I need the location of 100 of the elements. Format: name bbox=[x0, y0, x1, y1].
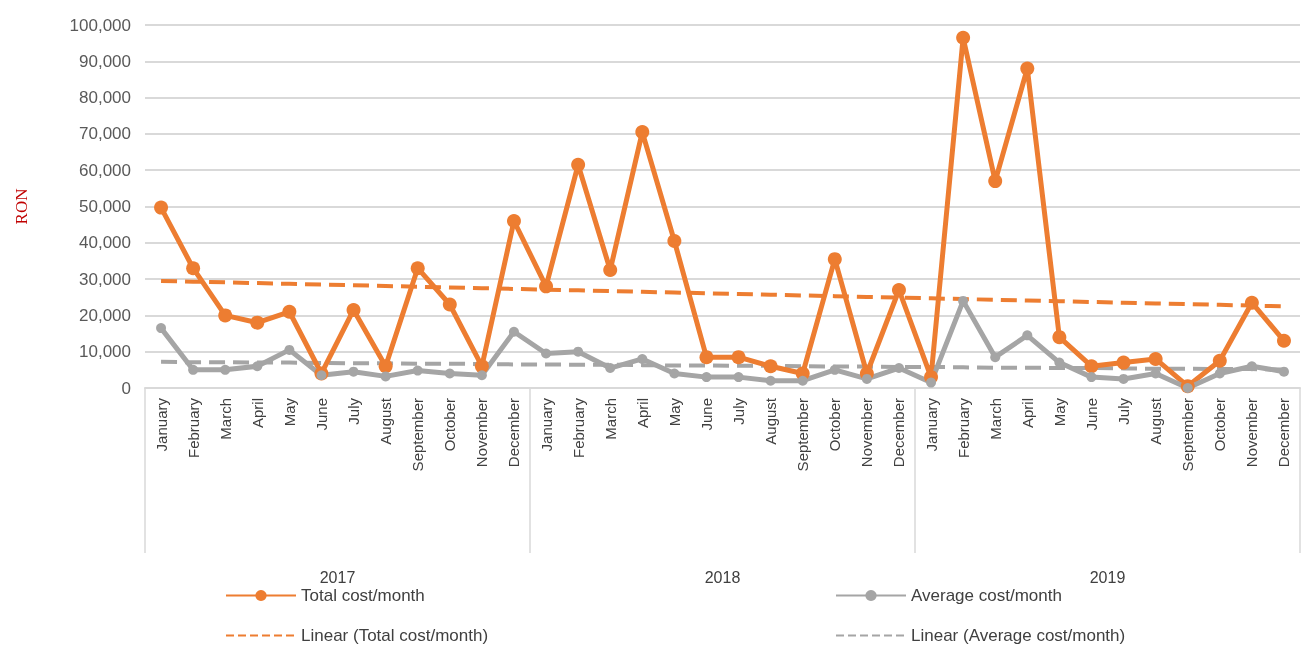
point bbox=[282, 304, 297, 319]
point bbox=[541, 348, 552, 359]
y-axis-title: RON bbox=[12, 188, 31, 225]
point bbox=[1212, 353, 1227, 368]
x-tick-label: April bbox=[248, 398, 266, 429]
text: 2019 bbox=[1089, 568, 1126, 586]
y-tick-label: 0 bbox=[121, 378, 131, 398]
point bbox=[442, 297, 457, 312]
x-tick-label: November bbox=[1243, 398, 1261, 468]
x-tick-label: July bbox=[1115, 397, 1133, 425]
x-tick-label: August bbox=[762, 397, 780, 445]
point bbox=[410, 261, 425, 276]
text: 2018 bbox=[704, 568, 741, 586]
point bbox=[763, 359, 778, 374]
point bbox=[956, 30, 971, 45]
x-tick-label: May bbox=[665, 397, 683, 427]
x-tick-label: March bbox=[986, 398, 1004, 440]
point bbox=[733, 372, 744, 383]
point bbox=[1278, 366, 1289, 377]
point bbox=[188, 364, 199, 375]
point bbox=[220, 364, 231, 375]
x-tick-label: October bbox=[1211, 398, 1229, 452]
x-tick-label: August bbox=[1147, 397, 1165, 445]
point bbox=[444, 368, 455, 379]
y-tick-label: 80,000 bbox=[79, 88, 131, 108]
point bbox=[284, 344, 295, 355]
point bbox=[637, 353, 648, 364]
x-tick-label: January bbox=[152, 397, 170, 452]
point bbox=[571, 157, 586, 172]
point bbox=[1276, 333, 1291, 348]
x-tick-label: February bbox=[569, 397, 587, 459]
x-tick-label: June bbox=[312, 398, 330, 431]
x-tick-label: March bbox=[216, 398, 234, 440]
point bbox=[156, 323, 167, 334]
y-tick-label: 70,000 bbox=[79, 124, 131, 144]
x-tick-label: September bbox=[409, 398, 427, 472]
legend-label: Linear (Total cost/month) bbox=[301, 626, 489, 645]
point bbox=[603, 263, 618, 278]
legend-label: Average cost/month bbox=[911, 586, 1062, 605]
legend-label: Linear (Average cost/month) bbox=[911, 626, 1126, 645]
point bbox=[539, 279, 554, 294]
point bbox=[1052, 330, 1067, 345]
point bbox=[508, 326, 519, 337]
point bbox=[797, 375, 808, 386]
point bbox=[731, 350, 746, 365]
point bbox=[827, 252, 842, 267]
point bbox=[476, 370, 487, 381]
point bbox=[1084, 359, 1099, 374]
point bbox=[667, 233, 682, 248]
y-tick-label: 10,000 bbox=[79, 342, 131, 362]
point bbox=[861, 373, 872, 384]
point bbox=[378, 359, 393, 374]
point bbox=[346, 302, 361, 317]
x-tick-label: May bbox=[280, 397, 298, 427]
point bbox=[1214, 368, 1225, 379]
x-tick-label: January bbox=[537, 397, 555, 452]
x-tick-label: June bbox=[1082, 398, 1100, 431]
point bbox=[990, 352, 1001, 363]
point bbox=[316, 370, 327, 381]
x-tick-label: December bbox=[505, 398, 523, 468]
point bbox=[1086, 372, 1097, 383]
x-tick-label: October bbox=[441, 398, 459, 452]
point bbox=[1022, 330, 1033, 341]
y-tick-label: 20,000 bbox=[79, 305, 131, 325]
point bbox=[348, 366, 359, 377]
point bbox=[891, 282, 906, 297]
point bbox=[506, 214, 521, 229]
x-tick-label: May bbox=[1050, 397, 1068, 427]
point bbox=[926, 377, 937, 388]
point bbox=[605, 363, 616, 374]
point bbox=[1118, 373, 1129, 384]
point bbox=[1116, 355, 1131, 370]
point bbox=[1244, 295, 1259, 310]
y-tick-label: 40,000 bbox=[79, 233, 131, 253]
x-tick-label: August bbox=[377, 397, 395, 445]
y-tick-label: 50,000 bbox=[79, 197, 131, 216]
point bbox=[765, 375, 776, 386]
point bbox=[1148, 351, 1163, 366]
point bbox=[250, 315, 265, 330]
point bbox=[699, 350, 714, 365]
x-tick-label: September bbox=[794, 398, 812, 472]
x-tick-label: February bbox=[954, 397, 972, 459]
x-tick-label: December bbox=[890, 398, 908, 468]
y-tick-label: 30,000 bbox=[79, 269, 131, 289]
point bbox=[669, 368, 680, 379]
text: 2017 bbox=[319, 568, 356, 586]
point bbox=[988, 174, 1003, 189]
point bbox=[252, 361, 263, 372]
point bbox=[474, 359, 489, 374]
y-tick-label: 90,000 bbox=[79, 51, 131, 71]
x-tick-label: November bbox=[858, 398, 876, 468]
x-tick-label: February bbox=[184, 397, 202, 459]
x-tick-label: July bbox=[345, 397, 363, 425]
point bbox=[218, 308, 233, 323]
x-tick-label: December bbox=[1275, 398, 1293, 468]
point bbox=[635, 125, 650, 140]
x-tick-label: July bbox=[730, 397, 748, 425]
point bbox=[701, 372, 712, 383]
x-tick-label: November bbox=[473, 398, 491, 468]
point bbox=[1182, 383, 1193, 393]
